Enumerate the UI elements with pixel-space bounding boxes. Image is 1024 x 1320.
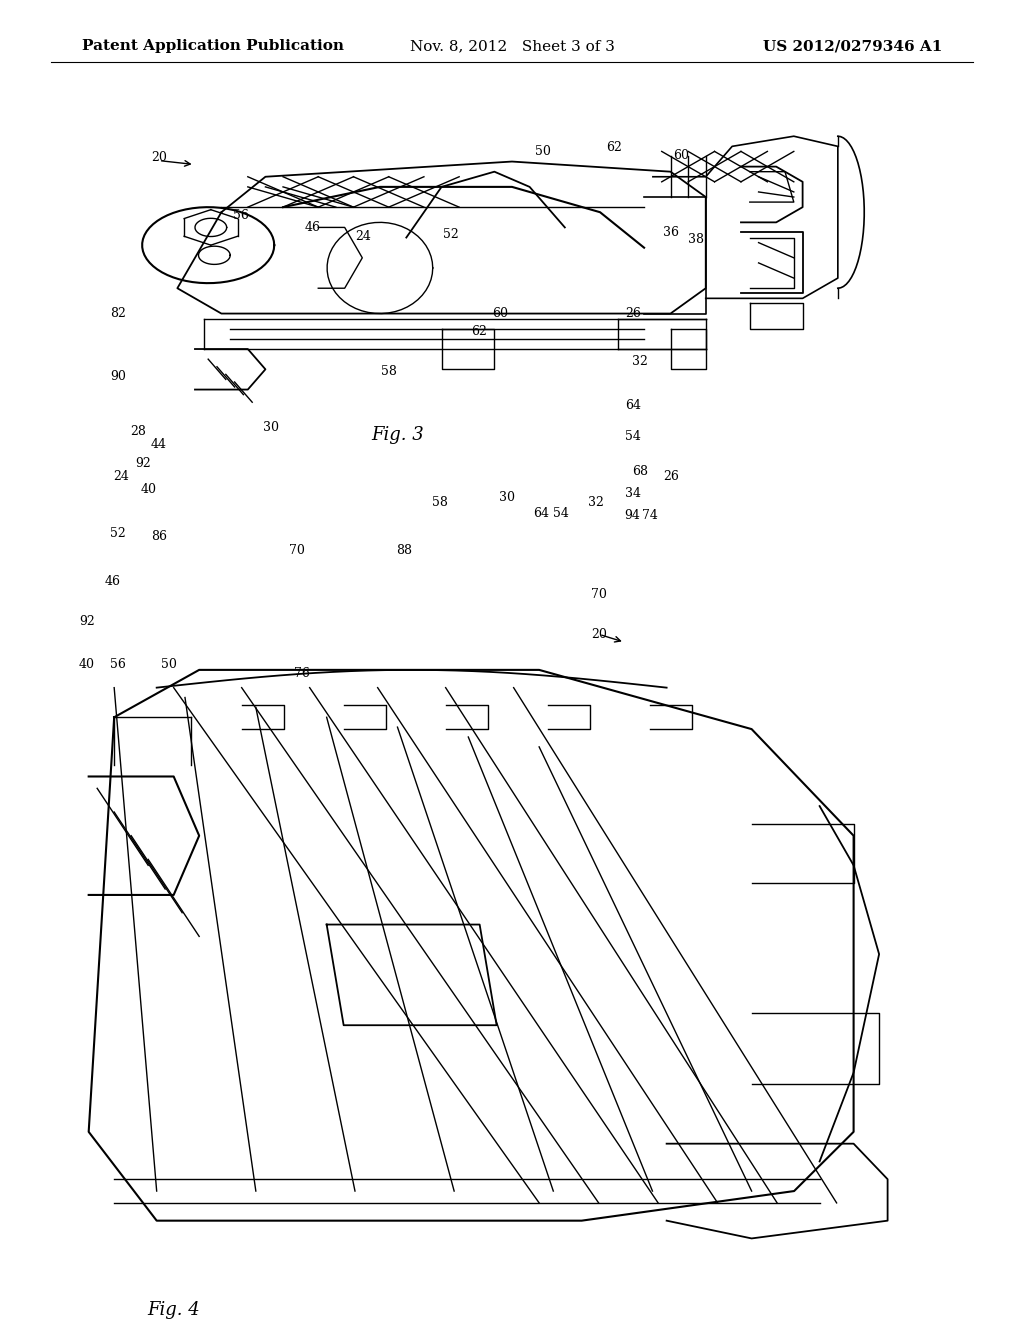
Text: 54: 54 xyxy=(553,507,569,520)
Text: 60: 60 xyxy=(673,149,689,162)
Text: 26: 26 xyxy=(663,470,679,483)
Text: 68: 68 xyxy=(632,465,648,478)
Text: 28: 28 xyxy=(130,425,146,438)
Text: 64: 64 xyxy=(532,507,549,520)
Text: 74: 74 xyxy=(642,510,658,523)
Text: 40: 40 xyxy=(79,659,95,671)
Text: 60: 60 xyxy=(492,306,508,319)
Text: 30: 30 xyxy=(263,421,280,434)
Text: 32: 32 xyxy=(632,355,648,368)
Text: 30: 30 xyxy=(499,491,515,504)
Text: 94: 94 xyxy=(624,510,640,523)
Text: 50: 50 xyxy=(161,659,177,671)
Text: 44: 44 xyxy=(151,438,167,451)
Text: 46: 46 xyxy=(104,576,121,589)
Text: 26: 26 xyxy=(625,306,641,319)
Text: 36: 36 xyxy=(663,227,679,239)
Text: 86: 86 xyxy=(151,531,167,544)
Text: 32: 32 xyxy=(588,496,604,510)
Text: 56: 56 xyxy=(110,659,126,671)
Text: US 2012/0279346 A1: US 2012/0279346 A1 xyxy=(763,40,942,53)
Text: 62: 62 xyxy=(471,325,487,338)
Text: 20: 20 xyxy=(151,152,167,165)
Text: 82: 82 xyxy=(110,306,126,319)
Text: 90: 90 xyxy=(110,370,126,383)
Text: 58: 58 xyxy=(381,364,397,378)
Text: 92: 92 xyxy=(135,457,152,470)
Text: Nov. 8, 2012   Sheet 3 of 3: Nov. 8, 2012 Sheet 3 of 3 xyxy=(410,40,614,53)
Text: 20: 20 xyxy=(591,628,607,640)
Text: 24: 24 xyxy=(355,231,372,243)
Text: 64: 64 xyxy=(625,399,641,412)
Text: 38: 38 xyxy=(688,234,705,246)
Text: 88: 88 xyxy=(396,544,413,557)
Text: 92: 92 xyxy=(79,615,95,628)
Text: 52: 52 xyxy=(110,527,126,540)
Text: 24: 24 xyxy=(113,470,129,483)
Text: 46: 46 xyxy=(304,222,321,234)
Text: 52: 52 xyxy=(442,228,459,240)
Text: 76: 76 xyxy=(294,668,310,680)
Text: 62: 62 xyxy=(606,141,623,154)
Text: 40: 40 xyxy=(140,483,157,496)
Text: 70: 70 xyxy=(289,544,305,557)
Text: 50: 50 xyxy=(535,145,551,158)
Text: 54: 54 xyxy=(625,430,641,444)
Text: 56: 56 xyxy=(232,210,249,222)
Text: Patent Application Publication: Patent Application Publication xyxy=(82,40,344,53)
Text: 58: 58 xyxy=(432,496,449,510)
Text: 70: 70 xyxy=(591,589,607,602)
Text: 34: 34 xyxy=(625,487,641,500)
Text: Fig. 3: Fig. 3 xyxy=(371,426,424,444)
Text: Fig. 4: Fig. 4 xyxy=(147,1300,200,1319)
